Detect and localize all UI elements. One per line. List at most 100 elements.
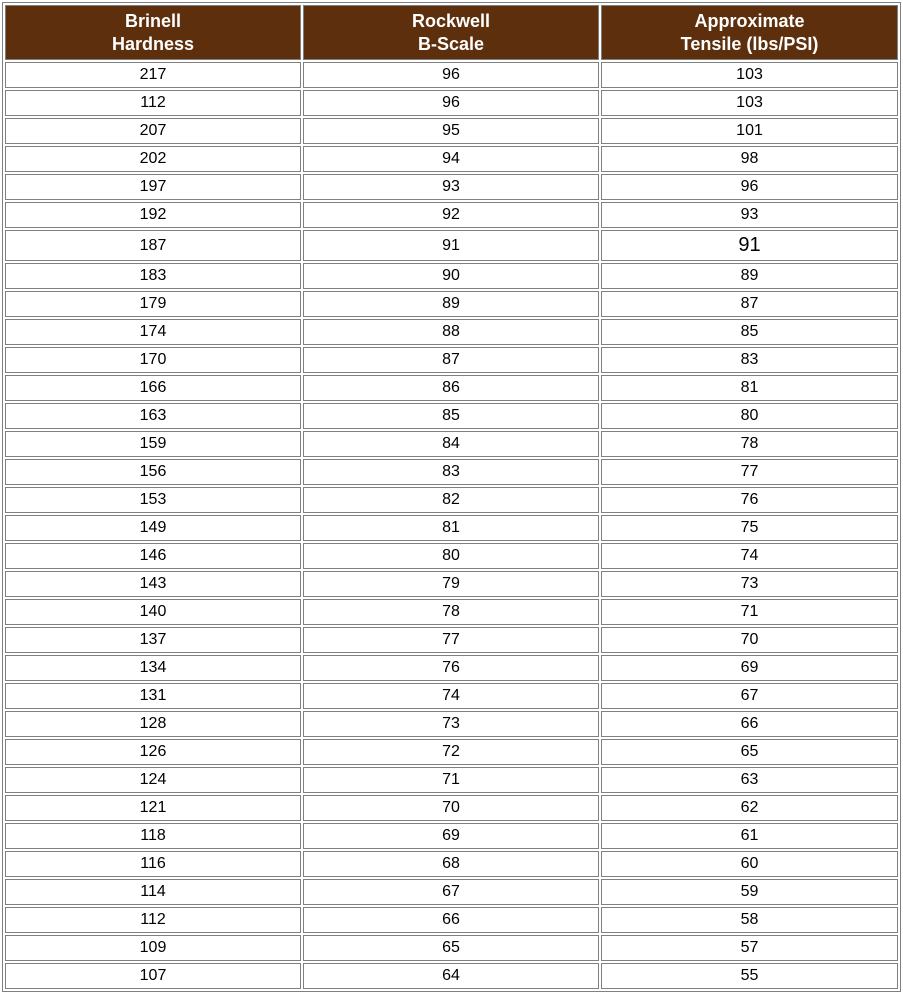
table-row: 1598478 <box>5 431 898 457</box>
table-cell: 96 <box>303 90 599 116</box>
table-cell: 74 <box>601 543 898 569</box>
table-cell: 89 <box>303 291 599 317</box>
table-cell: 88 <box>303 319 599 345</box>
table-cell: 107 <box>5 963 301 989</box>
table-cell: 166 <box>5 375 301 401</box>
table-row: 20795101 <box>5 118 898 144</box>
table-cell: 60 <box>601 851 898 877</box>
table-cell: 75 <box>601 515 898 541</box>
table-row: 21796103 <box>5 62 898 88</box>
table-row: 1708783 <box>5 347 898 373</box>
table-cell: 74 <box>303 683 599 709</box>
table-cell: 128 <box>5 711 301 737</box>
table-cell: 126 <box>5 739 301 765</box>
col-header-line1: Brinell <box>125 11 181 31</box>
table-row: 1287366 <box>5 711 898 737</box>
table-cell: 83 <box>601 347 898 373</box>
col-header-line2: Tensile (lbs/PSI) <box>681 34 819 54</box>
table-cell: 101 <box>601 118 898 144</box>
col-header-line1: Rockwell <box>412 11 490 31</box>
col-header-rockwell: Rockwell B-Scale <box>303 5 599 60</box>
table-cell: 109 <box>5 935 301 961</box>
table-row: 1247163 <box>5 767 898 793</box>
table-cell: 112 <box>5 90 301 116</box>
table-header: Brinell Hardness Rockwell B-Scale Approx… <box>5 5 898 60</box>
table-row: 2029498 <box>5 146 898 172</box>
table-cell: 77 <box>601 459 898 485</box>
table-cell: 69 <box>601 655 898 681</box>
table-cell: 87 <box>303 347 599 373</box>
table-row: 1929293 <box>5 202 898 228</box>
table-row: 1317467 <box>5 683 898 709</box>
table-cell: 90 <box>303 263 599 289</box>
table-cell: 217 <box>5 62 301 88</box>
table-cell: 87 <box>601 291 898 317</box>
col-header-line2: B-Scale <box>418 34 484 54</box>
table-cell: 96 <box>303 62 599 88</box>
table-cell: 70 <box>601 627 898 653</box>
table-cell: 112 <box>5 907 301 933</box>
table-cell: 62 <box>601 795 898 821</box>
table-cell: 179 <box>5 291 301 317</box>
table-cell: 153 <box>5 487 301 513</box>
table-row: 1979396 <box>5 174 898 200</box>
table-cell: 170 <box>5 347 301 373</box>
table-cell: 187 <box>5 230 301 261</box>
table-cell: 67 <box>303 879 599 905</box>
table-row: 1186961 <box>5 823 898 849</box>
table-cell: 146 <box>5 543 301 569</box>
table-cell: 64 <box>303 963 599 989</box>
table-cell: 131 <box>5 683 301 709</box>
table-row: 1377770 <box>5 627 898 653</box>
table-cell: 80 <box>601 403 898 429</box>
table-row: 1538276 <box>5 487 898 513</box>
table-row: 1498175 <box>5 515 898 541</box>
table-cell: 159 <box>5 431 301 457</box>
table-cell: 58 <box>601 907 898 933</box>
table-row: 1126658 <box>5 907 898 933</box>
table-row: 1568377 <box>5 459 898 485</box>
table-cell: 93 <box>303 174 599 200</box>
table-row: 1267265 <box>5 739 898 765</box>
table-row: 1748885 <box>5 319 898 345</box>
table-row: 1437973 <box>5 571 898 597</box>
table-cell: 65 <box>601 739 898 765</box>
table-cell: 83 <box>303 459 599 485</box>
table-cell: 134 <box>5 655 301 681</box>
table-row: 1638580 <box>5 403 898 429</box>
table-cell: 73 <box>303 711 599 737</box>
table-cell: 98 <box>601 146 898 172</box>
table-cell: 124 <box>5 767 301 793</box>
table-row: 1166860 <box>5 851 898 877</box>
table-cell: 72 <box>303 739 599 765</box>
table-row: 1879191 <box>5 230 898 261</box>
table-cell: 96 <box>601 174 898 200</box>
table-cell: 55 <box>601 963 898 989</box>
table-cell: 93 <box>601 202 898 228</box>
table-cell: 63 <box>601 767 898 793</box>
col-header-line1: Approximate <box>695 11 805 31</box>
table-cell: 76 <box>601 487 898 513</box>
table-cell: 80 <box>303 543 599 569</box>
table-cell: 65 <box>303 935 599 961</box>
table-row: 1468074 <box>5 543 898 569</box>
table-cell: 121 <box>5 795 301 821</box>
table-cell: 69 <box>303 823 599 849</box>
table-cell: 59 <box>601 879 898 905</box>
col-header-tensile: Approximate Tensile (lbs/PSI) <box>601 5 898 60</box>
table-cell: 156 <box>5 459 301 485</box>
table-cell: 85 <box>303 403 599 429</box>
table-cell: 114 <box>5 879 301 905</box>
table-cell: 77 <box>303 627 599 653</box>
col-header-brinell: Brinell Hardness <box>5 5 301 60</box>
table-row: 1096557 <box>5 935 898 961</box>
table-cell: 192 <box>5 202 301 228</box>
table-cell: 94 <box>303 146 599 172</box>
hardness-conversion-table: Brinell Hardness Rockwell B-Scale Approx… <box>2 2 901 992</box>
table-row: 1076455 <box>5 963 898 989</box>
table-cell: 207 <box>5 118 301 144</box>
table-cell: 78 <box>303 599 599 625</box>
table-cell: 61 <box>601 823 898 849</box>
table-cell: 95 <box>303 118 599 144</box>
table-row: 1217062 <box>5 795 898 821</box>
